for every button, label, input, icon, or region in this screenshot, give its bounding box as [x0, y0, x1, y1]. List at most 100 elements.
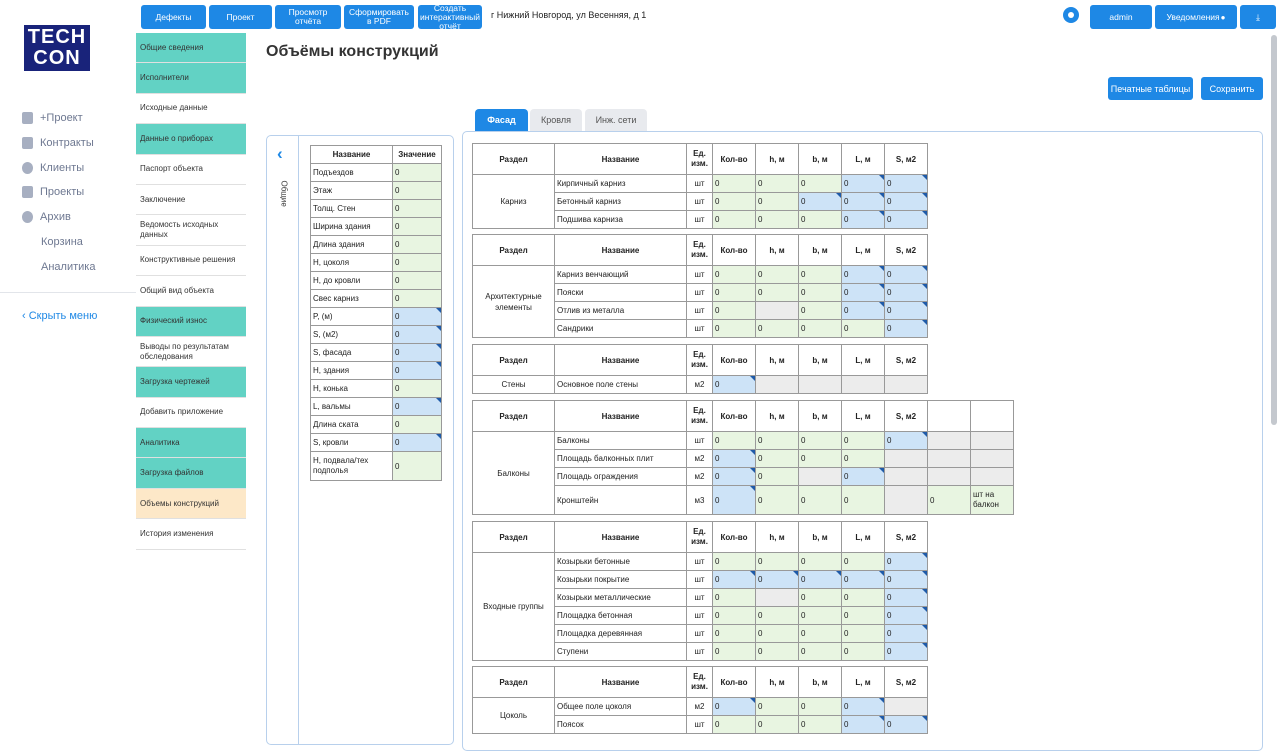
value-input-cell[interactable]: 0	[755, 697, 799, 716]
value-input-cell[interactable]: 0	[884, 715, 928, 734]
value-input-cell[interactable]: 0	[798, 174, 842, 193]
nav-item-6[interactable]: Аналитика	[41, 259, 95, 275]
value-input-cell[interactable]: 0	[798, 552, 842, 571]
value-input-cell[interactable]: 0	[755, 642, 799, 661]
section-nav-item[interactable]: Общий вид объекта	[136, 276, 246, 307]
value-input-cell[interactable]: 0	[712, 606, 756, 625]
gear-icon[interactable]	[1063, 7, 1079, 23]
value-input-cell[interactable]: 0	[712, 192, 756, 211]
tab-facade[interactable]: Фасад	[475, 109, 528, 131]
value-input-cell[interactable]: 0	[755, 174, 799, 193]
value-input-cell[interactable]: 0	[841, 265, 885, 284]
value-input-cell[interactable]: 0	[841, 588, 885, 607]
value-input-cell[interactable]: 0	[755, 715, 799, 734]
value-input-cell[interactable]: 0	[712, 301, 756, 320]
value-input-cell[interactable]: 0	[841, 319, 885, 338]
section-nav-item[interactable]: Паспорт объекта	[136, 154, 246, 185]
create-interactive-report-button[interactable]: Создать интерактивный отчёт	[418, 3, 482, 30]
parameter-value-input[interactable]: 0	[392, 361, 442, 380]
parameter-value-input[interactable]: 0	[392, 181, 442, 200]
value-input-cell[interactable]: 0	[798, 192, 842, 211]
value-input-cell[interactable]: 0	[927, 485, 971, 515]
value-input-cell[interactable]: 0	[841, 174, 885, 193]
value-input-cell[interactable]: 0	[841, 697, 885, 716]
value-input-cell[interactable]: 0	[798, 642, 842, 661]
value-input-cell[interactable]: 0	[884, 192, 928, 211]
notifications-button[interactable]: Уведомления ●	[1155, 5, 1237, 29]
value-input-cell[interactable]: 0	[798, 319, 842, 338]
value-input-cell[interactable]: 0	[841, 624, 885, 643]
parameter-value-input[interactable]: 0	[392, 217, 442, 236]
value-input-cell[interactable]: 0	[755, 449, 799, 468]
value-input-cell[interactable]: 0	[798, 624, 842, 643]
parameter-value-input[interactable]: 0	[392, 325, 442, 344]
value-input-cell[interactable]: 0	[798, 606, 842, 625]
tab-roof[interactable]: Кровля	[530, 109, 582, 131]
value-input-cell[interactable]: 0	[884, 431, 928, 450]
value-input-cell[interactable]: 0	[798, 301, 842, 320]
value-input-cell[interactable]: 0	[712, 697, 756, 716]
nav-item-3[interactable]: Проекты	[22, 184, 84, 200]
value-input-cell[interactable]: 0	[798, 210, 842, 229]
value-input-cell[interactable]: 0	[841, 431, 885, 450]
parameter-value-input[interactable]: 0	[392, 397, 442, 416]
value-input-cell[interactable]: 0	[712, 431, 756, 450]
value-input-cell[interactable]: 0	[884, 552, 928, 571]
download-button[interactable]: ⤓	[1240, 5, 1276, 29]
view-report-button[interactable]: Просмотр отчёта	[275, 5, 341, 29]
generate-pdf-button[interactable]: Сформировать в PDF	[344, 5, 414, 29]
value-input-cell[interactable]: 0	[712, 449, 756, 468]
nav-item-1[interactable]: Контракты	[22, 135, 94, 151]
parameter-value-input[interactable]: 0	[392, 379, 442, 398]
section-nav-item[interactable]: Выводы по результатам обследования	[136, 336, 246, 368]
section-nav-item[interactable]: Данные о приборах	[136, 124, 246, 155]
value-input-cell[interactable]: 0	[884, 301, 928, 320]
value-input-cell[interactable]: 0	[884, 642, 928, 661]
section-nav-item[interactable]: История изменения	[136, 519, 246, 550]
value-input-cell[interactable]: 0	[841, 570, 885, 589]
section-nav-item[interactable]: Аналитика	[136, 428, 246, 459]
value-input-cell[interactable]: 0	[798, 697, 842, 716]
parameter-value-input[interactable]: 0	[392, 451, 442, 481]
value-input-cell[interactable]: 0	[712, 485, 756, 515]
save-button[interactable]: Сохранить	[1201, 77, 1263, 100]
value-input-cell[interactable]: 0	[798, 715, 842, 734]
value-input-cell[interactable]: 0	[841, 449, 885, 468]
parameter-value-input[interactable]: 0	[392, 253, 442, 272]
value-input-cell[interactable]: 0	[884, 319, 928, 338]
value-input-cell[interactable]: 0	[755, 552, 799, 571]
value-input-cell[interactable]: 0	[841, 301, 885, 320]
value-input-cell[interactable]: 0	[712, 588, 756, 607]
value-input-cell[interactable]: 0	[841, 642, 885, 661]
value-input-cell[interactable]: 0	[841, 552, 885, 571]
user-button[interactable]: admin	[1090, 5, 1152, 29]
value-input-cell[interactable]: 0	[712, 210, 756, 229]
value-input-cell[interactable]: 0	[755, 485, 799, 515]
value-input-cell[interactable]: 0	[712, 319, 756, 338]
section-nav-item[interactable]: Конструктивные решения	[136, 245, 246, 277]
value-input-cell[interactable]: 0	[841, 485, 885, 515]
value-input-cell[interactable]: 0	[755, 192, 799, 211]
parameter-value-input[interactable]: 0	[392, 343, 442, 362]
techcon-logo[interactable]: TECH CON	[24, 25, 90, 71]
value-input-cell[interactable]: 0	[798, 570, 842, 589]
value-input-cell[interactable]: 0	[755, 210, 799, 229]
value-input-cell[interactable]: 0	[798, 485, 842, 515]
section-nav-item[interactable]: Физический износ	[136, 306, 246, 337]
defects-button[interactable]: Дефекты	[141, 5, 206, 29]
chevron-left-icon[interactable]: ‹	[277, 144, 283, 163]
section-nav-item[interactable]: Загрузка чертежей	[136, 367, 246, 398]
value-input-cell[interactable]: 0	[841, 467, 885, 486]
value-input-cell[interactable]: 0	[884, 265, 928, 284]
parameter-value-input[interactable]: 0	[392, 289, 442, 308]
section-nav-item[interactable]: Загрузка файлов	[136, 458, 246, 489]
value-input-cell[interactable]: 0	[712, 467, 756, 486]
nav-item-4[interactable]: Архив	[22, 209, 71, 225]
value-input-cell[interactable]: 0	[841, 606, 885, 625]
parameter-value-input[interactable]: 0	[392, 433, 442, 452]
value-input-cell[interactable]: 0	[755, 606, 799, 625]
section-nav-item[interactable]: Исполнители	[136, 63, 246, 94]
value-input-cell[interactable]: 0	[798, 283, 842, 302]
value-input-cell[interactable]: 0	[755, 319, 799, 338]
nav-item-5[interactable]: Корзина	[41, 234, 83, 250]
